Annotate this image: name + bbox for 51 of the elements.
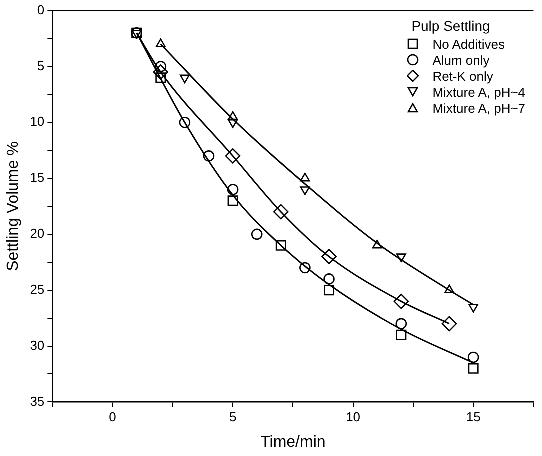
point — [322, 249, 337, 264]
legend-title: Pulp Settling — [412, 18, 492, 34]
y-axis-title: Settling Volume % — [5, 142, 22, 272]
point — [468, 352, 480, 364]
point — [274, 204, 289, 220]
point — [156, 72, 166, 84]
point — [394, 294, 410, 310]
point — [132, 30, 142, 39]
point — [228, 111, 238, 120]
point — [180, 74, 190, 84]
point — [276, 240, 286, 251]
point — [156, 38, 166, 48]
x-tick-label: 0 — [109, 410, 116, 425]
point — [468, 304, 479, 313]
point — [396, 330, 407, 340]
y-tick-label: 15 — [30, 170, 45, 186]
legend-label: Mixture A, pH~7 — [432, 100, 526, 116]
point — [300, 172, 310, 182]
y-tick-label: 30 — [30, 338, 45, 353]
point — [442, 316, 458, 332]
x-axis-title: Time/min — [260, 434, 326, 451]
point — [153, 64, 169, 80]
point — [227, 184, 239, 196]
point — [324, 274, 335, 285]
legend-label: Ret-K only — [432, 68, 494, 84]
y-tick-label: 35 — [30, 394, 45, 409]
y-tick-label: 20 — [30, 226, 45, 242]
point — [228, 196, 238, 206]
y-tick-label: 25 — [30, 282, 45, 297]
point — [324, 285, 335, 296]
point — [228, 119, 238, 128]
legend-label: Mixture A, pH~4 — [432, 84, 526, 100]
point — [300, 186, 310, 196]
x-tick-label: 5 — [229, 410, 237, 425]
point — [225, 148, 241, 164]
point — [444, 284, 454, 294]
legend-label: No Additives — [432, 36, 505, 52]
y-tick-label: 0 — [37, 2, 45, 18]
y-tick-label: 5 — [37, 58, 45, 74]
x-tick-label: 15 — [466, 410, 481, 425]
y-tick-label: 10 — [30, 114, 45, 130]
point — [468, 363, 479, 374]
legend-label: Alum only — [432, 52, 490, 68]
point — [396, 318, 408, 330]
point — [203, 150, 215, 162]
x-tick-label: 10 — [346, 410, 361, 425]
point — [300, 262, 311, 274]
point — [396, 254, 406, 262]
point — [251, 228, 263, 240]
point — [372, 240, 382, 249]
point — [179, 116, 191, 128]
